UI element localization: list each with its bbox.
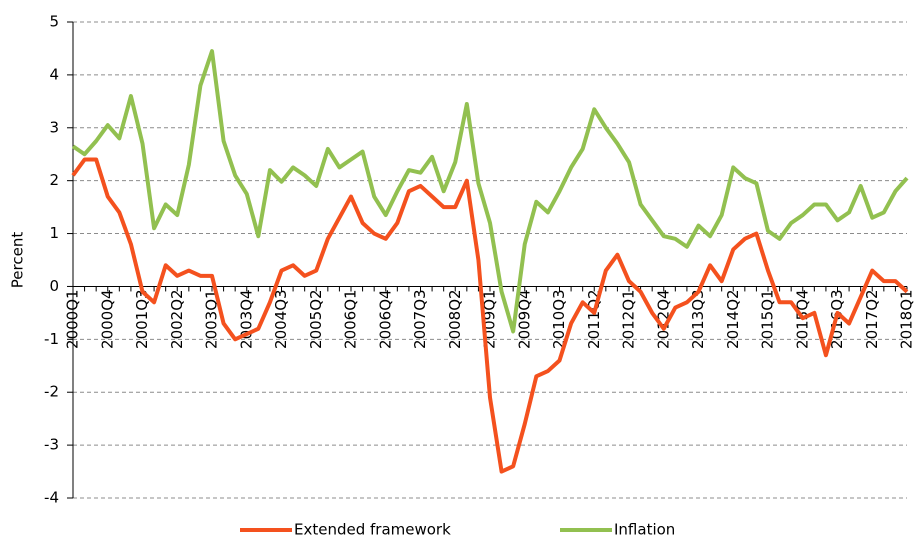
x-tick-label: 2017Q2 [863, 289, 881, 349]
x-tick-label: 2000Q4 [98, 289, 116, 349]
y-tick-label: -4 [44, 489, 59, 507]
x-tick-label: 2015Q1 [759, 289, 777, 349]
x-tick-label: 2010Q3 [550, 289, 568, 349]
x-tick-label: 2001Q3 [133, 289, 151, 349]
y-tick-label: 1 [49, 224, 59, 242]
x-tick-label: 2008Q2 [446, 289, 464, 349]
y-tick-label: 2 [49, 171, 59, 189]
x-tick-label: 2014Q2 [724, 289, 742, 349]
x-tick-label: 2012Q1 [620, 289, 638, 349]
x-tick-label: 2000Q1 [64, 289, 82, 349]
series-line [71, 157, 909, 474]
x-tick-label: 2003Q1 [203, 289, 221, 349]
y-tick-label: -3 [44, 436, 59, 454]
x-tick-label: 2003Q4 [237, 289, 255, 349]
x-tick-label: 2009Q4 [515, 289, 533, 349]
x-tick-label: 2006Q1 [342, 289, 360, 349]
x-tick-label: 2004Q3 [272, 289, 290, 349]
y-tick-label: -2 [44, 383, 59, 401]
legend-label: Extended framework [294, 521, 451, 539]
y-tick-label: 0 [49, 277, 59, 295]
y-tick-label: -1 [44, 330, 59, 348]
x-tick-label: 2002Q2 [168, 289, 186, 349]
x-tick-label: 2007Q3 [411, 289, 429, 349]
y-tick-label: 4 [49, 65, 59, 83]
x-tick-label: 2013Q3 [689, 289, 707, 349]
x-tick-label: 2018Q1 [898, 289, 916, 349]
x-tick-label: 2012Q4 [654, 289, 672, 349]
series-line [71, 49, 909, 334]
y-axis-label: Percent [9, 232, 27, 289]
x-tick-label: 2006Q4 [376, 289, 394, 349]
legend-label: Inflation [614, 521, 675, 539]
x-tick-label: 2005Q2 [307, 289, 325, 349]
y-tick-label: 3 [49, 118, 59, 136]
y-tick-label: 5 [49, 13, 59, 31]
